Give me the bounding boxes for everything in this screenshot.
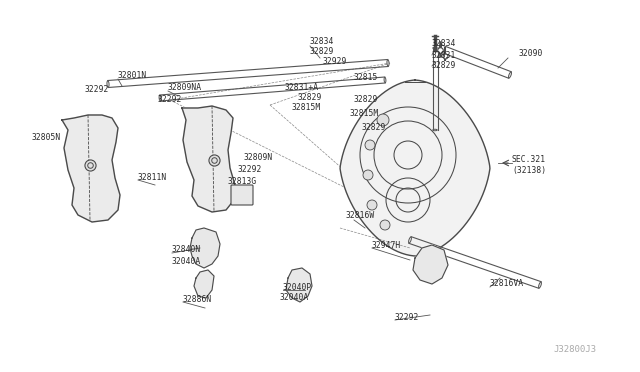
Text: 32829: 32829: [362, 124, 387, 132]
Text: 32090: 32090: [519, 49, 543, 58]
Polygon shape: [182, 106, 235, 212]
Text: 32831: 32831: [432, 51, 456, 60]
Text: 32834: 32834: [432, 39, 456, 48]
Ellipse shape: [509, 72, 511, 78]
Text: 32829: 32829: [432, 61, 456, 71]
Polygon shape: [194, 270, 214, 298]
Text: 32829: 32829: [310, 48, 334, 57]
Text: 32292: 32292: [238, 166, 262, 174]
Text: 32809N: 32809N: [244, 154, 273, 163]
Ellipse shape: [433, 47, 437, 49]
Ellipse shape: [387, 60, 389, 66]
Text: 32829: 32829: [298, 93, 323, 102]
Text: 32831+A: 32831+A: [285, 83, 319, 92]
Text: 32805N: 32805N: [32, 134, 61, 142]
Text: 32816VA: 32816VA: [490, 279, 524, 289]
Text: 32040A: 32040A: [280, 294, 309, 302]
Circle shape: [377, 114, 389, 126]
Text: 32815M: 32815M: [350, 109, 380, 118]
Text: 32809NA: 32809NA: [168, 83, 202, 93]
Circle shape: [365, 140, 375, 150]
Text: 32829: 32829: [354, 96, 378, 105]
Text: (32138): (32138): [512, 166, 546, 174]
Polygon shape: [286, 268, 312, 302]
Ellipse shape: [408, 237, 412, 243]
Ellipse shape: [438, 45, 442, 51]
Text: 32813G: 32813G: [228, 177, 257, 186]
Text: 32929: 32929: [323, 58, 348, 67]
Polygon shape: [340, 80, 490, 256]
Ellipse shape: [159, 95, 161, 101]
Text: 32811N: 32811N: [138, 173, 167, 183]
Ellipse shape: [384, 77, 386, 83]
Circle shape: [367, 200, 377, 210]
Ellipse shape: [107, 81, 109, 87]
Circle shape: [363, 170, 373, 180]
Polygon shape: [62, 115, 120, 222]
Ellipse shape: [539, 282, 541, 288]
Text: 32292: 32292: [395, 314, 419, 323]
Polygon shape: [190, 228, 220, 268]
Text: 32040A: 32040A: [172, 257, 201, 266]
Text: 32947H: 32947H: [372, 241, 401, 250]
Text: J32800J3: J32800J3: [553, 345, 596, 354]
Circle shape: [380, 220, 390, 230]
Text: 32840N: 32840N: [172, 246, 201, 254]
FancyBboxPatch shape: [231, 185, 253, 205]
Text: 32040P: 32040P: [283, 282, 312, 292]
Text: SEC.321: SEC.321: [512, 155, 546, 164]
Text: 32292: 32292: [85, 86, 109, 94]
Ellipse shape: [433, 129, 437, 131]
Text: 32886N: 32886N: [183, 295, 212, 305]
Text: 32815M: 32815M: [292, 103, 321, 112]
Text: 32834: 32834: [310, 38, 334, 46]
Text: 32292: 32292: [158, 96, 182, 105]
Text: 32815: 32815: [354, 74, 378, 83]
Text: 32801N: 32801N: [118, 71, 147, 80]
Text: 32816W: 32816W: [346, 212, 375, 221]
Polygon shape: [413, 245, 448, 284]
